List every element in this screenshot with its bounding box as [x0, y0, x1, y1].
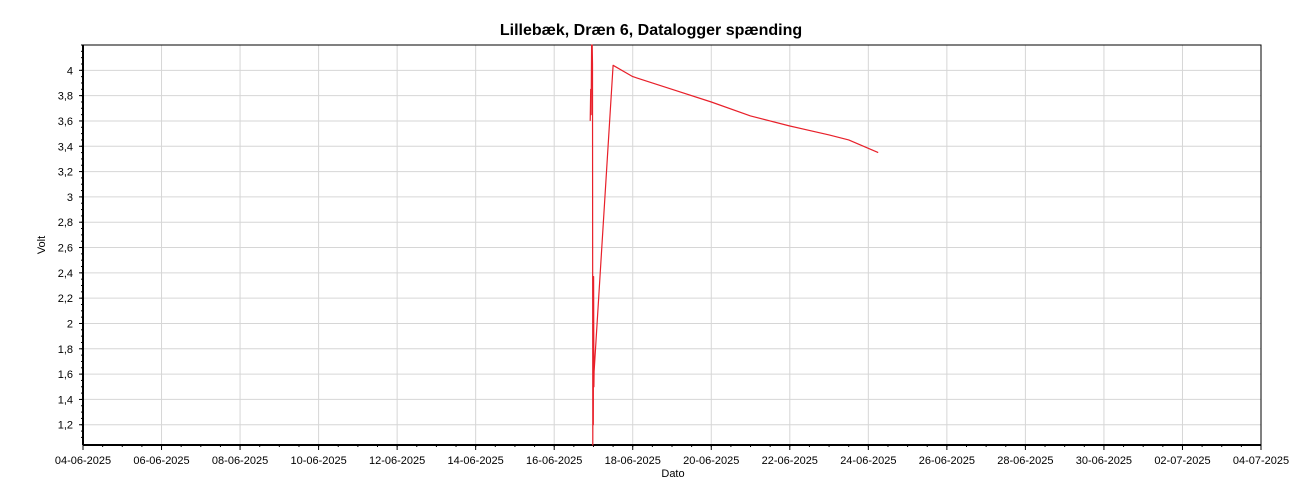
x-tick-label: 22-06-2025 [762, 455, 818, 467]
y-tick-label: 1,4 [58, 394, 73, 406]
x-tick-label: 30-06-2025 [1076, 455, 1132, 467]
chart-title: Lillebæk, Dræn 6, Datalogger spænding [500, 22, 802, 39]
x-tick-label: 20-06-2025 [683, 455, 739, 467]
y-tick-label: 3,2 [58, 167, 73, 179]
tick-labels: 1,2 1,4 1,6 1,8 2 2,2 2,4 2,6 2,8 3 3,2 3,4 3,6 3,8 4 0… [55, 65, 1289, 467]
x-tick-label: 10-06-2025 [290, 455, 346, 467]
y-tick-label: 2,6 [58, 243, 73, 255]
y-tick-label: 4 [67, 65, 73, 77]
grid [82, 45, 1262, 445]
y-tick-label: 3,8 [58, 91, 73, 103]
x-tick-label: 16-06-2025 [526, 455, 582, 467]
plot-frame [82, 44, 1262, 446]
y-tick-label: 3,6 [58, 116, 73, 128]
series [589, 44, 879, 446]
y-tick-label: 2,2 [58, 293, 73, 305]
y-tick-label: 1,2 [58, 420, 73, 432]
y-tick-label: 1,6 [58, 369, 73, 381]
y-tick-label: 2 [67, 318, 73, 330]
y-tick-label: 1,8 [58, 344, 73, 356]
x-tick-label: 14-06-2025 [448, 455, 504, 467]
y-axis-label: Volt [36, 236, 48, 254]
x-tick-label: 26-06-2025 [919, 455, 975, 467]
x-tick-label: 06-06-2025 [133, 455, 189, 467]
x-tick-label: 08-06-2025 [212, 455, 268, 467]
y-tick-label: 2,8 [58, 217, 73, 229]
x-tick-label: 12-06-2025 [369, 455, 425, 467]
y-tick-label: 3,4 [58, 141, 73, 153]
x-tick-label: 04-07-2025 [1233, 455, 1289, 467]
x-tick-label: 28-06-2025 [997, 455, 1053, 467]
x-tick-label: 24-06-2025 [840, 455, 896, 467]
x-tick-label: 04-06-2025 [55, 455, 111, 467]
y-tick-label: 3 [67, 192, 73, 204]
axes [79, 44, 1262, 450]
x-axis-label: Dato [661, 468, 684, 480]
x-tick-label: 02-07-2025 [1154, 455, 1210, 467]
x-tick-label: 18-06-2025 [605, 455, 661, 467]
series-line [589, 44, 879, 446]
y-tick-label: 2,4 [58, 268, 73, 280]
